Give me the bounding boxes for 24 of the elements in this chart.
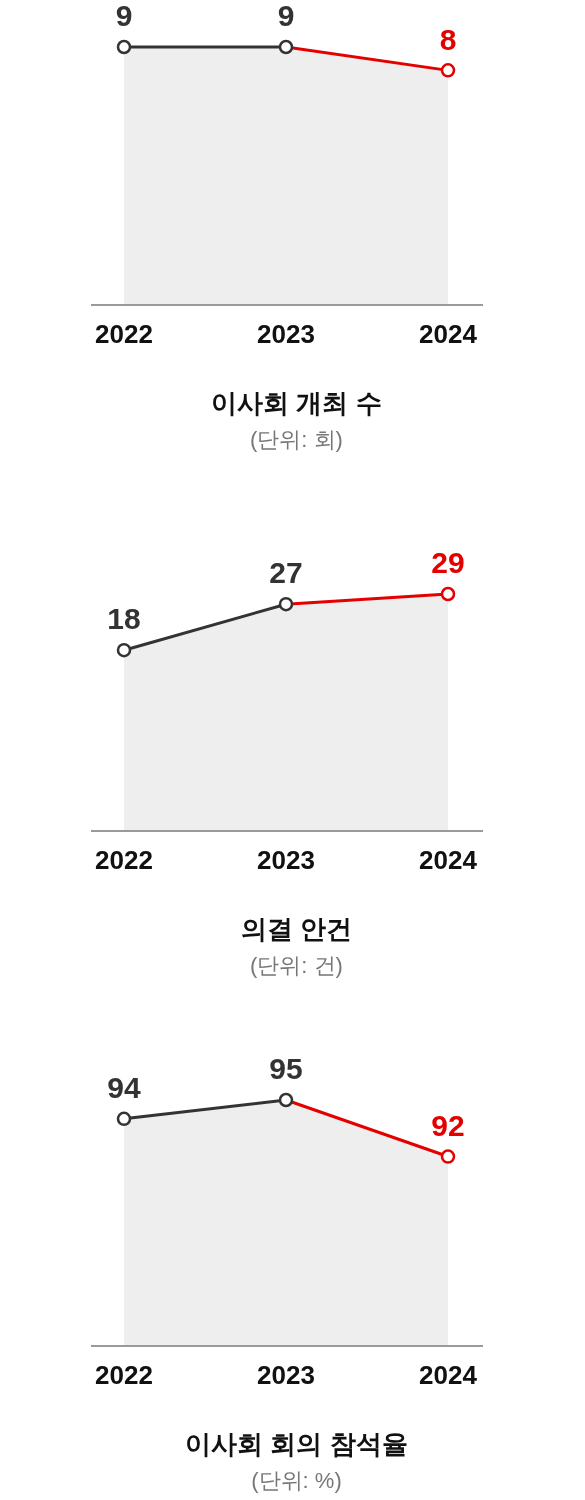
- text: 의결 안건: [240, 914, 353, 944]
- text: 이사회 회의 참석율: [185, 1429, 408, 1459]
- text: (단위: 건): [250, 952, 343, 980]
- text: 이사회 개최 수: [211, 388, 382, 418]
- text: (단위: %): [251, 1467, 342, 1495]
- data-label: 27: [269, 556, 303, 590]
- x-tick-label: 2024: [419, 318, 478, 349]
- x-tick-label: 2023: [257, 1359, 315, 1390]
- data-label: 29: [431, 546, 465, 580]
- data-label: 9: [277, 0, 295, 33]
- x-tick-label: 2024: [419, 844, 478, 875]
- data-label: 18: [107, 602, 141, 636]
- data-label: 95: [269, 1052, 303, 1086]
- data-label: 92: [431, 1108, 465, 1142]
- data-label: 9: [115, 0, 133, 33]
- data-label: 8: [439, 22, 457, 56]
- x-tick-label: 2022: [95, 844, 153, 875]
- x-tick-label: 2023: [257, 844, 315, 875]
- x-tick-label: 2022: [95, 318, 153, 349]
- data-label: 94: [107, 1071, 141, 1105]
- x-tick-label: 2023: [257, 318, 315, 349]
- x-tick-label: 2022: [95, 1359, 153, 1390]
- x-tick-label: 2024: [419, 1359, 478, 1390]
- text: (단위: 회): [250, 426, 343, 454]
